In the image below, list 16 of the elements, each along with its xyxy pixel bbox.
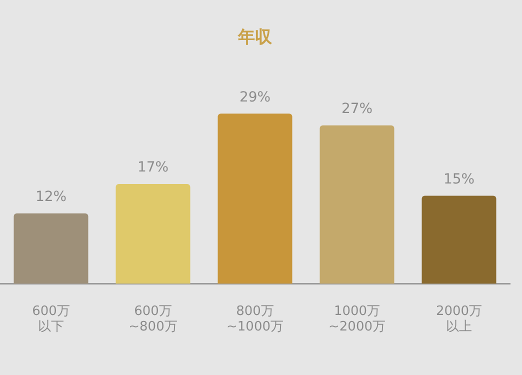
chart-title: 年収: [237, 28, 273, 48]
bar: [422, 196, 496, 284]
bar: [320, 125, 394, 284]
x-tick-label: 800万~1000万: [226, 304, 284, 335]
x-tick-label: 600万~800万: [128, 304, 178, 335]
x-tick-label: 1000万~2000万: [328, 304, 386, 335]
data-label: 12%: [35, 189, 67, 206]
data-label: 17%: [137, 160, 169, 176]
data-label: 15%: [443, 171, 475, 188]
bar: [218, 114, 292, 284]
x-tick-label: 600万以下: [32, 304, 70, 335]
bar: [14, 213, 88, 284]
data-label: 27%: [341, 100, 373, 117]
bar: [116, 184, 190, 284]
data-label: 29%: [239, 89, 271, 106]
x-tick-label: 2000万以上: [436, 304, 482, 335]
